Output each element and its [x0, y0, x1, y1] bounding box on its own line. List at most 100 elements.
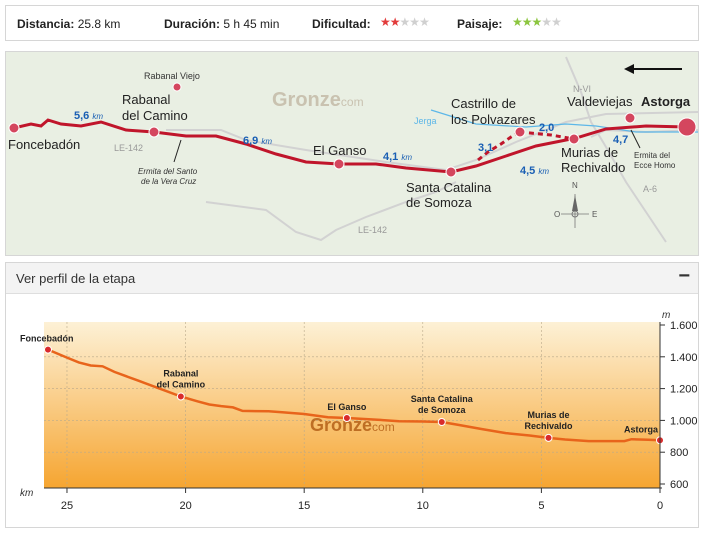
label-castrillo-1: Castrillo de [451, 96, 516, 111]
marker-astorga[interactable] [677, 117, 697, 137]
collapse-profile-button[interactable]: − [678, 265, 690, 287]
landscape-star-icon: ★ [531, 15, 543, 29]
marker-foncebadon[interactable] [8, 122, 20, 134]
profile-stop-label: Murias de [528, 410, 570, 420]
route-map[interactable]: Gronzecom Foncebadón Rabanal Viejo Raban… [5, 51, 699, 256]
difficulty-stat: Dificultad: [312, 17, 371, 31]
y-axis-unit: m [662, 310, 670, 321]
y-tick-label: 1.000 [670, 415, 698, 427]
label-santa-catalina-2: de Somoza [406, 195, 473, 210]
difficulty-star-icon: ★ [399, 15, 411, 29]
landscape-label: Paisaje: [457, 17, 503, 31]
route-variant-castrillo [477, 130, 521, 162]
river-jerga [430, 109, 698, 133]
marker-rabanal[interactable] [148, 126, 160, 138]
label-murias-1: Murias de [561, 145, 618, 160]
landscape-star-icon: ★ [521, 15, 533, 29]
label-el-ganso: El Ganso [313, 143, 366, 158]
x-tick-label: 20 [179, 500, 191, 512]
label-ermita-ecce-1: Ermita del [634, 151, 670, 160]
profile-stop-marker[interactable] [176, 392, 185, 401]
profile-stop-marker[interactable] [544, 433, 553, 442]
profile-stop-marker[interactable] [44, 345, 52, 354]
profile-stop-label: del Camino [157, 380, 206, 390]
profile-stop-label: Rechivaldo [525, 421, 574, 431]
distance-segment-1: 5,6 km [74, 110, 103, 122]
label-road-nvi: N-VI [573, 84, 591, 94]
ermita-santo-pointer [173, 139, 182, 163]
distance-segment-3: 4,1 km [383, 151, 412, 163]
difficulty-star-icon: ★ [409, 15, 420, 29]
label-astorga: Astorga [641, 94, 691, 109]
difficulty-label: Dificultad: [312, 17, 371, 31]
profile-header-title[interactable]: Ver perfil de la etapa [16, 271, 136, 286]
duration-label: Duración: [164, 17, 221, 31]
distance-label: Distancia: [17, 17, 75, 31]
landscape-star-icon: ★ [512, 15, 523, 29]
profile-watermark: Gronzecom [310, 415, 395, 435]
marker-santa-catalina[interactable] [445, 166, 457, 178]
direction-arrow-icon [624, 64, 682, 74]
y-axis-ticks: 1.600 1.400 1.200 1.000 800 600 [659, 320, 698, 491]
profile-stop-marker[interactable] [342, 414, 351, 423]
y-tick-label: 600 [670, 479, 688, 491]
svg-text:N: N [572, 181, 578, 190]
label-murias-2: Rechivaldo [561, 160, 625, 175]
label-rabanal-viejo: Rabanal Viejo [144, 71, 200, 81]
y-tick-label: 800 [670, 447, 688, 459]
svg-text:O: O [554, 210, 560, 219]
ermita-ecce-pointer [630, 129, 641, 149]
road-le142-south [205, 181, 457, 242]
marker-el-ganso[interactable] [333, 158, 345, 170]
label-santa-catalina-1: Santa Catalina [406, 180, 492, 195]
landscape-stat: Paisaje: [457, 17, 502, 31]
difficulty-star-icon: ★ [389, 15, 401, 29]
landscape-star-icon: ★ [551, 15, 562, 29]
elevation-line [47, 348, 661, 443]
profile-stop-label: Rabanal [163, 369, 198, 379]
distance-segment-7: 4,7 [613, 134, 628, 146]
difficulty-star-icon: ★ [419, 15, 430, 29]
label-rabanal-1: Rabanal [122, 92, 171, 107]
distance-segment-2: 6,9 km [243, 135, 272, 147]
svg-text:E: E [592, 210, 597, 219]
x-axis-ticks: 25 20 15 10 5 0 [44, 487, 663, 512]
y-tick-label: 1.600 [670, 320, 698, 332]
compass-rose-icon: N E O [554, 181, 597, 228]
label-rabanal-2: del Camino [122, 108, 188, 123]
profile-stop-marker[interactable] [437, 417, 446, 426]
difficulty-rating: ★★★★★ [380, 15, 430, 29]
marker-rabanal-viejo[interactable] [172, 82, 182, 92]
distance-segment-5: 3,1 [478, 142, 493, 154]
road-nvi [565, 56, 667, 243]
profile-stop-label: Santa Catalina [411, 394, 474, 404]
x-tick-label: 15 [298, 500, 310, 512]
map-background [6, 52, 698, 255]
x-tick-label: 0 [657, 500, 663, 512]
x-axis-unit: km [20, 488, 33, 499]
profile-stop-label: El Ganso [327, 402, 367, 412]
distance-value: 25.8 km [77, 17, 121, 31]
y-tick-label: 1.400 [670, 352, 698, 364]
route-map-svg: Gronzecom Foncebadón Rabanal Viejo Raban… [6, 52, 698, 255]
label-river-jerga: Jerga [414, 116, 437, 126]
marker-castrillo[interactable] [514, 126, 526, 138]
label-ermita-ecce-2: Ecce Homo [634, 161, 676, 170]
profile-plot-area [44, 322, 660, 488]
label-road-le142-a: LE-142 [114, 143, 143, 153]
marker-valdeviejas[interactable] [624, 112, 636, 124]
profile-header[interactable]: Ver perfil de la etapa − [6, 263, 698, 294]
marker-murias[interactable] [568, 133, 580, 145]
label-road-a6: A-6 [643, 184, 657, 194]
duration-stat: Duración: 5 h 45 min [164, 17, 279, 31]
x-tick-label: 25 [61, 500, 73, 512]
distance-segment-4: 4,5 km [520, 165, 549, 177]
label-ermita-santo-2: de la Vera Cruz [141, 177, 196, 186]
duration-value: 5 h 45 min [223, 17, 280, 31]
distance-segment-6: 2,0 [539, 122, 554, 134]
profile-stop-label: Astorga [624, 424, 659, 434]
profile-stop-label: Foncebadón [20, 334, 74, 344]
landscape-star-icon: ★ [541, 15, 552, 29]
route-variant-castrillo-2 [519, 130, 575, 141]
